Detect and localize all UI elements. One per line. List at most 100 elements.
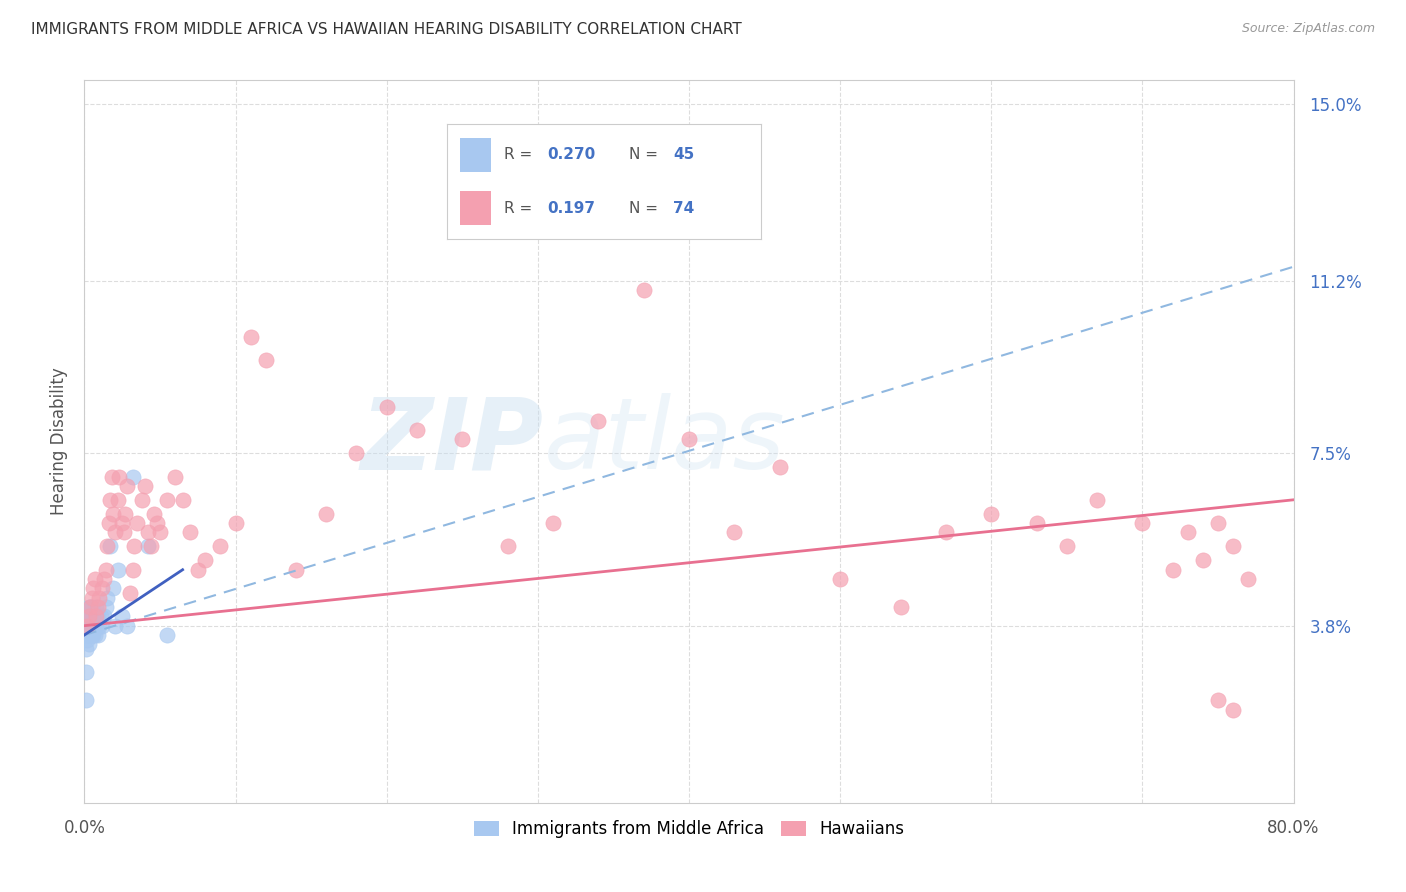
Point [1206,516,1229,530]
Point [156,492,179,507]
Point [76,609,98,624]
Point [77,609,100,624]
Point [101,582,124,596]
Point [80,618,103,632]
Point [96,591,118,605]
Point [156,628,179,642]
Point [97,516,120,530]
Point [80,600,103,615]
Point [87,628,110,642]
Point [139,540,162,554]
Point [1222,702,1244,716]
Point [149,525,172,540]
Point [77,609,100,624]
Point [115,618,138,632]
Point [225,516,247,530]
Point [107,563,129,577]
Point [406,423,429,437]
Point [127,516,149,530]
Point [172,492,194,507]
Point [82,618,104,632]
Point [80,628,103,642]
Point [77,637,100,651]
Point [769,460,792,475]
Point [209,540,232,554]
Point [1206,693,1229,707]
Point [1192,553,1215,567]
Point [375,400,398,414]
Point [91,582,114,596]
Point [541,516,564,530]
Point [89,618,111,632]
Point [84,628,107,642]
Point [935,525,957,540]
Point [1237,572,1260,586]
Text: IMMIGRANTS FROM MIDDLE AFRICA VS HAWAIIAN HEARING DISABILITY CORRELATION CHART: IMMIGRANTS FROM MIDDLE AFRICA VS HAWAIIA… [31,22,742,37]
Point [111,609,134,624]
Point [76,618,98,632]
Point [93,609,115,624]
Point [678,432,700,446]
Point [118,586,141,600]
Point [115,479,138,493]
Point [890,600,912,615]
Point [82,628,104,642]
Point [80,609,103,624]
Point [1177,525,1199,540]
Point [79,609,101,624]
Point [496,540,519,554]
Y-axis label: Hearing Disability: Hearing Disability [49,368,67,516]
Point [84,572,107,586]
Point [165,469,187,483]
Point [723,525,745,540]
Point [76,632,98,647]
Point [82,582,104,596]
Point [104,525,127,540]
Text: atlas: atlas [544,393,786,490]
Point [114,507,136,521]
Point [1130,516,1153,530]
Point [142,507,165,521]
Point [194,553,217,567]
Point [121,563,143,577]
Point [131,492,153,507]
Point [107,492,129,507]
Point [77,600,100,615]
Point [79,600,101,615]
Point [94,563,117,577]
Point [134,479,156,493]
Point [84,609,107,624]
Point [77,628,100,642]
Point [76,628,98,642]
Point [101,507,124,521]
Point [451,432,474,446]
Point [86,618,108,632]
Point [315,507,337,521]
Point [100,469,122,483]
Point [1025,516,1047,530]
Legend: Immigrants from Middle Africa, Hawaiians: Immigrants from Middle Africa, Hawaiians [467,814,911,845]
Point [93,572,115,586]
Text: Source: ZipAtlas.com: Source: ZipAtlas.com [1241,22,1375,36]
Point [1085,492,1108,507]
Text: ZIP: ZIP [361,393,544,490]
Point [96,540,118,554]
Point [285,563,308,577]
Point [346,446,368,460]
Point [91,618,114,632]
Point [122,540,145,554]
Point [90,609,112,624]
Point [98,540,121,554]
Point [86,600,108,615]
Point [633,283,655,297]
Point [136,525,159,540]
Point [980,507,1002,521]
Point [79,628,101,642]
Point [87,609,110,624]
Point [76,618,98,632]
Point [75,665,97,680]
Point [98,492,121,507]
Point [84,618,107,632]
Point [588,413,610,427]
Point [121,469,143,483]
